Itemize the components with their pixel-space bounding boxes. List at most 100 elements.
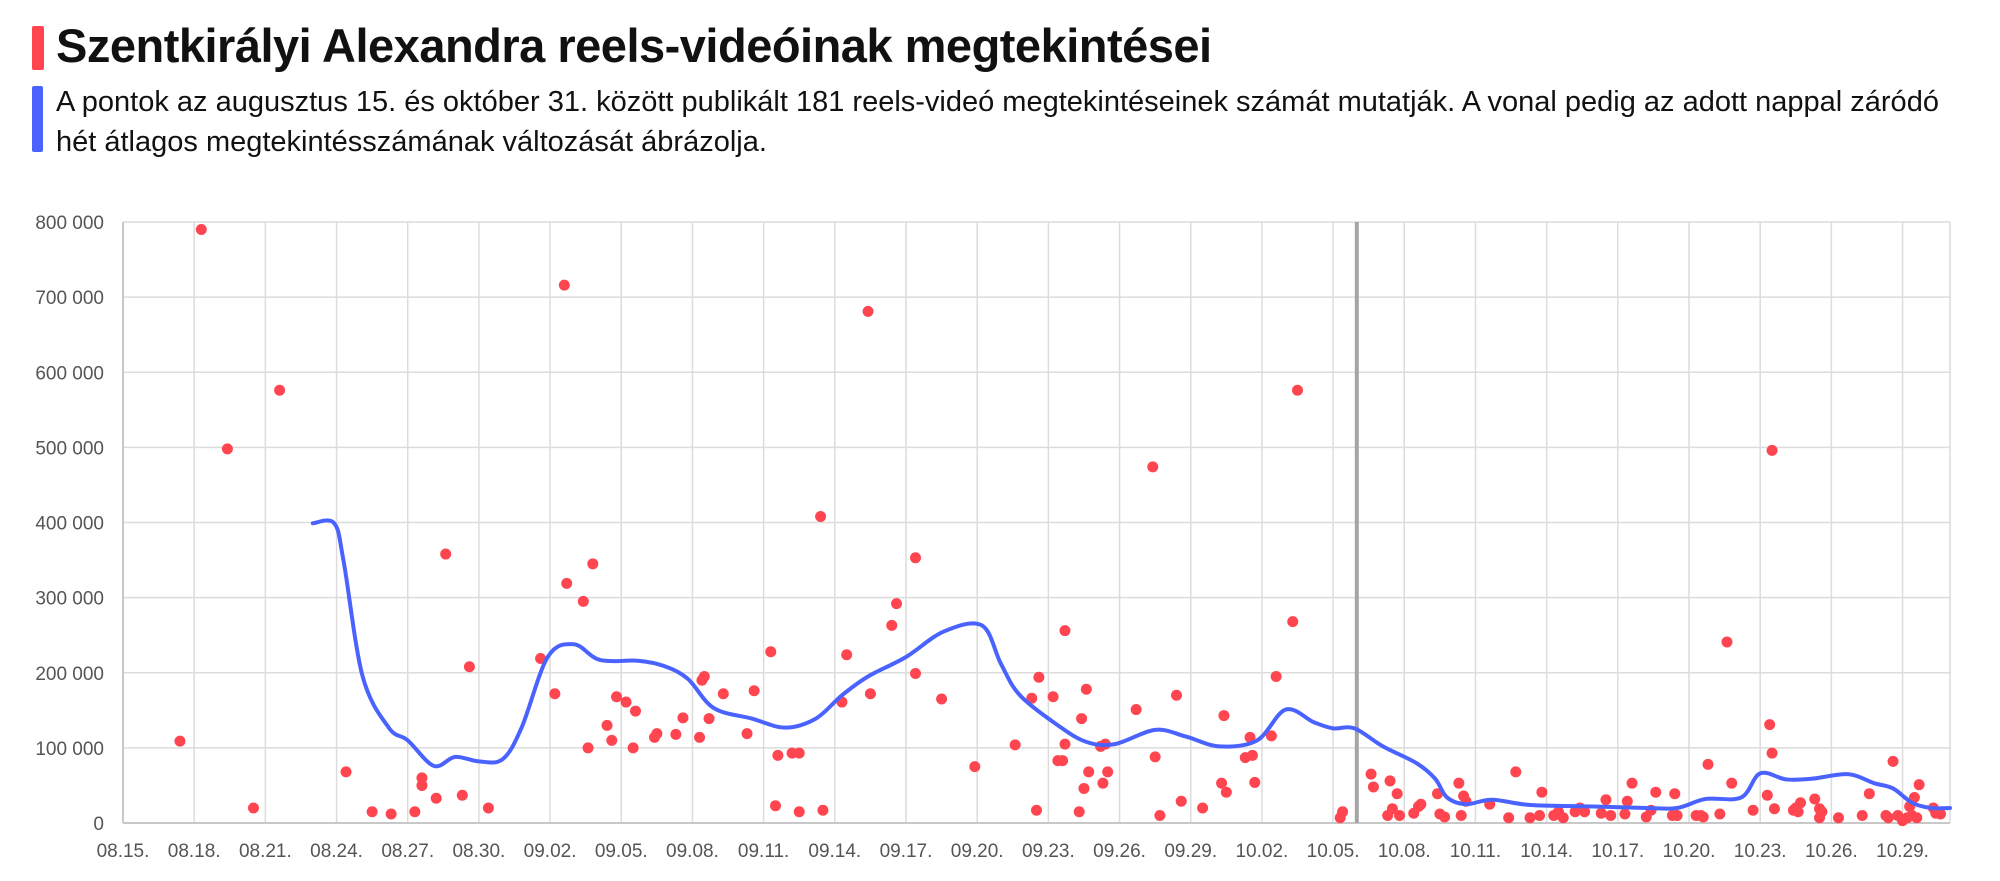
scatter-point (1080, 683, 1092, 695)
scatter-point (1059, 625, 1071, 637)
scatter-point (385, 808, 397, 820)
scatter-point (1367, 781, 1379, 793)
x-tick-label: 09.05. (595, 841, 648, 862)
scatter-point (886, 619, 898, 631)
scatter-point (409, 806, 421, 818)
scatter-point (936, 693, 948, 705)
scatter-point (1033, 671, 1045, 683)
scatter-point (694, 731, 706, 743)
scatter-point (1766, 444, 1778, 456)
scatter-point (1031, 804, 1042, 816)
scatter-point (416, 779, 428, 791)
scatter-point (1026, 692, 1038, 704)
scatter-point (587, 558, 599, 570)
scatter-point (1220, 786, 1232, 798)
scatter-point (1524, 812, 1536, 824)
y-tick-label: 300 000 (35, 589, 104, 610)
scatter-point (1394, 809, 1406, 821)
subtitle-marker (32, 86, 43, 152)
y-tick-label: 200 000 (35, 664, 104, 685)
scatter-point (1671, 809, 1683, 821)
scatter-point (620, 696, 632, 708)
scatter-point (1761, 789, 1773, 801)
scatter-point (1935, 808, 1947, 820)
scatter-point (770, 800, 781, 812)
scatter-point (456, 789, 468, 801)
scatter-point (1097, 777, 1109, 789)
scatter-point (1337, 806, 1349, 818)
scatter-point (1669, 788, 1681, 800)
scatter-point (741, 728, 753, 740)
scatter-point (1809, 793, 1821, 805)
scatter-point (1792, 806, 1804, 818)
scatter-point (1130, 704, 1142, 716)
scatter-point (969, 761, 981, 773)
scatter-point (670, 728, 682, 740)
scatter-point (1149, 751, 1161, 763)
y-tick-label: 800 000 (35, 213, 104, 234)
scatter-point (582, 742, 594, 754)
scatter-point (1887, 755, 1899, 767)
title-marker (32, 26, 44, 70)
x-tick-label: 10.23. (1734, 841, 1787, 862)
scatter-point (793, 806, 805, 818)
scatter-point (765, 646, 777, 658)
scatter-point (862, 305, 874, 317)
x-tick-label: 10.11. (1450, 841, 1501, 862)
x-tick-label: 10.26. (1805, 841, 1858, 862)
scatter-point (1619, 808, 1631, 820)
scatter-point (651, 728, 663, 740)
scatter-point (1714, 808, 1726, 820)
scatter-point (1650, 786, 1662, 798)
scatter-point (1503, 812, 1515, 824)
scatter-point (549, 688, 561, 700)
x-tick-label: 09.11. (738, 841, 789, 862)
scatter-point (1832, 812, 1844, 824)
weekly-average-line-group (310, 518, 1952, 811)
scatter-point (1600, 794, 1612, 806)
scatter-point (1384, 775, 1396, 787)
scatter-point (1768, 803, 1780, 815)
scatter-point (1078, 782, 1090, 794)
scatter-point (1911, 812, 1923, 824)
x-tick-label: 08.27. (381, 841, 434, 862)
scatter-point (1147, 461, 1159, 473)
scatter-point (174, 735, 186, 747)
scatter-point (1702, 758, 1714, 770)
scatter-point (677, 712, 689, 724)
scatter-point (366, 806, 378, 818)
scatter-point (627, 742, 639, 754)
scatter-point (864, 688, 876, 700)
scatter-point (1816, 806, 1828, 818)
x-tick-label: 10.17. (1591, 841, 1644, 862)
scatter-point (817, 804, 829, 816)
x-tick-label: 08.21. (239, 841, 292, 862)
x-tick-label: 09.23. (1022, 841, 1075, 862)
scatter-point (1510, 766, 1522, 778)
scatter-point (748, 685, 760, 697)
scatter-point (1175, 795, 1187, 807)
y-tick-label: 600 000 (35, 363, 104, 384)
scatter-point (1292, 384, 1303, 396)
scatter-point (1721, 636, 1733, 648)
scatter-point (1863, 788, 1875, 800)
scatter-point (1057, 755, 1069, 767)
y-axis-ticks: 0 100 000 200 000 300 000 400 000 500 000 600 … (35, 213, 104, 835)
scatter-point (1764, 719, 1776, 731)
scatter-point (195, 224, 207, 236)
scatter-point (841, 649, 853, 661)
scatter-point (815, 510, 827, 522)
scatter-point (1697, 811, 1709, 823)
scatter-point (698, 671, 710, 683)
scatter-point (1747, 804, 1759, 816)
scatter-point (909, 552, 921, 564)
scatter-point (1534, 809, 1546, 821)
scatter-point (561, 577, 573, 589)
scatter-point (1726, 777, 1738, 789)
scatter-point (430, 792, 442, 804)
scatter-point (1856, 809, 1868, 821)
scatter-point (1287, 616, 1299, 628)
chart-title: Szentkirályi Alexandra reels-videóinak m… (56, 19, 1212, 72)
x-tick-label: 09.02. (524, 841, 577, 862)
